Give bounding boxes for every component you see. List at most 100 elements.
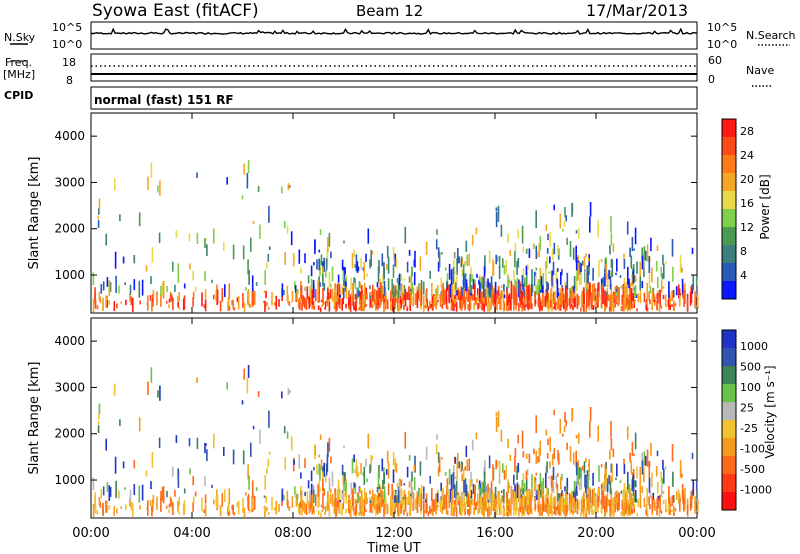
power-cell <box>548 271 550 274</box>
power-cell <box>448 291 450 304</box>
power-cell <box>351 253 354 269</box>
velocity-cell <box>228 510 231 516</box>
velocity-cell <box>658 509 661 517</box>
velocity-cell <box>105 438 107 451</box>
velocity-cell <box>322 506 325 510</box>
power-cell <box>363 261 366 280</box>
velocity-cell <box>517 463 520 473</box>
power-cell <box>629 293 632 309</box>
colorbar-tick: -25 <box>740 422 758 435</box>
velocity-cell <box>521 430 524 449</box>
velocity-cell <box>324 506 327 513</box>
power-cell <box>119 214 121 222</box>
power-cell <box>515 288 518 306</box>
velocity-cell <box>608 511 611 517</box>
velocity-cell <box>594 500 597 505</box>
velocity-cell <box>312 506 315 513</box>
velocity-cell <box>441 489 443 507</box>
velocity-cell <box>370 454 372 472</box>
velocity-cell <box>575 462 578 476</box>
velocity-cell <box>616 506 618 509</box>
velocity-cell <box>465 445 468 457</box>
velocity-cell <box>483 504 486 508</box>
power-cell <box>589 282 591 300</box>
colorbar-tick: 4 <box>740 269 747 282</box>
velocity-cell <box>206 449 208 462</box>
velocity-cell <box>247 365 250 378</box>
power-cell <box>373 288 376 305</box>
velocity-cell <box>300 472 302 479</box>
velocity-cell <box>500 495 503 504</box>
velocity-cell <box>451 488 454 505</box>
power-cell <box>545 267 547 284</box>
power-cell <box>168 304 170 308</box>
velocity-cell <box>352 489 354 505</box>
power-cell <box>324 306 326 310</box>
velocity-cell <box>419 487 421 506</box>
velocity-cell <box>457 500 459 505</box>
velocity-cell <box>444 472 447 476</box>
velocity-cell <box>662 500 665 505</box>
velocity-cell <box>549 461 551 469</box>
velocity-cell <box>436 493 438 499</box>
colorbar-tick: 24 <box>740 149 754 162</box>
velocity-cell <box>147 381 149 395</box>
power-cell <box>483 303 485 312</box>
power-cell <box>156 291 158 306</box>
velocity-cell <box>372 510 374 513</box>
velocity-cell <box>456 495 458 501</box>
power-cell <box>182 298 185 311</box>
velocity-cell <box>172 502 174 516</box>
velocity-cell <box>464 501 467 509</box>
velocity-cell <box>336 489 339 507</box>
velocity-cell <box>619 480 622 483</box>
power-cell <box>192 270 194 281</box>
power-cell <box>345 286 348 299</box>
power-cell <box>608 269 610 280</box>
power-cell <box>632 269 635 284</box>
velocity-cell <box>297 503 300 513</box>
velocity-cell <box>416 495 419 514</box>
power-cell <box>519 296 522 308</box>
velocity-cell <box>523 482 526 493</box>
power-cell <box>406 261 409 273</box>
velocity-cell <box>450 474 453 491</box>
velocity-cell <box>98 497 101 506</box>
velocity-cell <box>328 506 331 517</box>
power-cell <box>494 297 496 312</box>
velocity-cell <box>108 505 110 510</box>
velocity-cell <box>548 476 550 479</box>
x-tick-label: 08:00 <box>274 526 311 541</box>
power-cell <box>219 300 222 312</box>
power-cell <box>322 287 324 303</box>
power-cell <box>392 299 395 304</box>
velocity-cell <box>546 461 548 473</box>
power-cell <box>345 279 347 292</box>
power-cell <box>694 291 696 309</box>
nsky-tick-top: 10^5 <box>52 21 82 34</box>
power-cell <box>178 292 180 302</box>
power-cell <box>612 293 614 310</box>
power-cell <box>265 291 267 299</box>
velocity-cell <box>579 467 581 479</box>
power-cell <box>335 302 337 312</box>
velocity-cell <box>358 512 360 516</box>
freq-label-2: [MHz] <box>3 68 35 81</box>
power-cell <box>487 302 489 312</box>
power-cell <box>554 291 556 306</box>
velocity-cell <box>242 450 245 465</box>
power-cell <box>105 233 107 246</box>
power-cell <box>689 291 692 306</box>
power-cell <box>602 288 604 304</box>
power-cell <box>165 300 168 304</box>
power-cell <box>394 305 396 310</box>
velocity-cell <box>440 482 442 492</box>
velocity-cell <box>313 489 315 503</box>
power-cell <box>253 291 256 305</box>
velocity-cell <box>545 466 547 474</box>
power-cell <box>539 267 542 284</box>
velocity-cell <box>394 510 396 515</box>
velocity-cell <box>355 459 358 477</box>
power-cell <box>564 207 566 218</box>
